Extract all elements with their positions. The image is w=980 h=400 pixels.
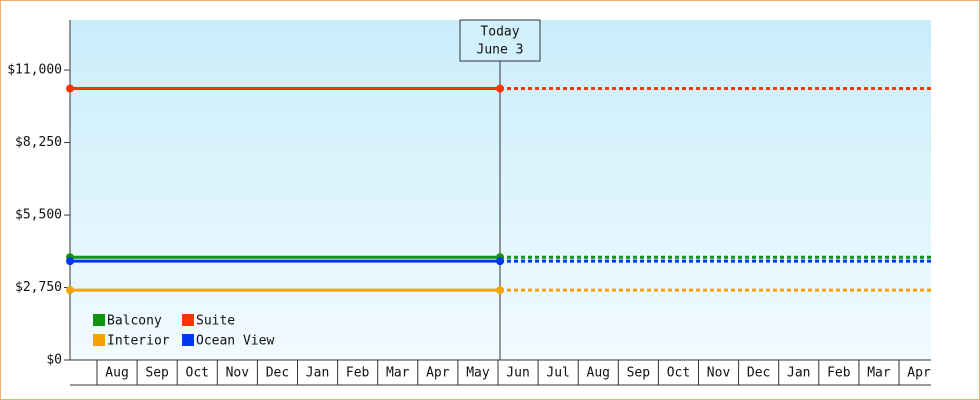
x-tick-label: Nov xyxy=(707,366,731,381)
x-tick-label: May xyxy=(466,366,490,381)
x-tick-label: Jan xyxy=(787,366,810,381)
x-tick-label: Dec xyxy=(747,366,770,381)
x-tick-label: Oct xyxy=(186,366,209,381)
x-tick-label: Mar xyxy=(867,366,891,381)
legend-label: Interior xyxy=(107,334,170,349)
point xyxy=(66,84,74,93)
today-label: June 3 xyxy=(477,43,524,58)
legend-swatch xyxy=(182,334,194,346)
y-tick-label: $5,500 xyxy=(15,208,62,223)
point xyxy=(496,286,504,295)
legend-label: Suite xyxy=(196,314,235,329)
x-tick-label: Sep xyxy=(145,366,169,381)
x-tick-label: Jan xyxy=(306,366,329,381)
today-label: Today xyxy=(480,25,519,40)
x-tick-label: Jun xyxy=(506,366,529,381)
x-tick-label: Feb xyxy=(827,366,851,381)
legend-swatch xyxy=(93,314,105,326)
y-tick-label: $8,250 xyxy=(15,135,62,150)
x-tick-label: Apr xyxy=(907,366,931,381)
today-box xyxy=(459,19,541,62)
x-tick-label: Feb xyxy=(346,366,370,381)
x-tick-label: Aug xyxy=(587,366,610,381)
y-tick-label: $2,750 xyxy=(15,280,62,295)
x-tick-label: Dec xyxy=(266,366,289,381)
y-tick-label: $11,000 xyxy=(7,63,62,78)
x-tick-label: Aug xyxy=(105,366,128,381)
point xyxy=(496,257,504,266)
legend-swatch xyxy=(182,314,194,326)
legend-label: Ocean View xyxy=(196,334,274,349)
x-tick-label: Apr xyxy=(426,366,450,381)
x-tick-label: Jul xyxy=(546,366,569,381)
point xyxy=(66,286,74,295)
y-tick-label: $0 xyxy=(46,353,62,368)
legend-label: Balcony xyxy=(107,314,162,329)
point xyxy=(66,257,74,266)
x-axis-cells: Aug Sep Oct Nov Dec Jan Feb Mar Apr May Jun Jul Aug S… xyxy=(96,360,931,385)
x-tick-label: Nov xyxy=(226,366,250,381)
x-tick-label: Mar xyxy=(386,366,410,381)
x-tick-label: Sep xyxy=(627,366,651,381)
legend-swatch xyxy=(93,334,105,346)
x-tick-label: Oct xyxy=(667,366,690,381)
point xyxy=(496,84,504,93)
